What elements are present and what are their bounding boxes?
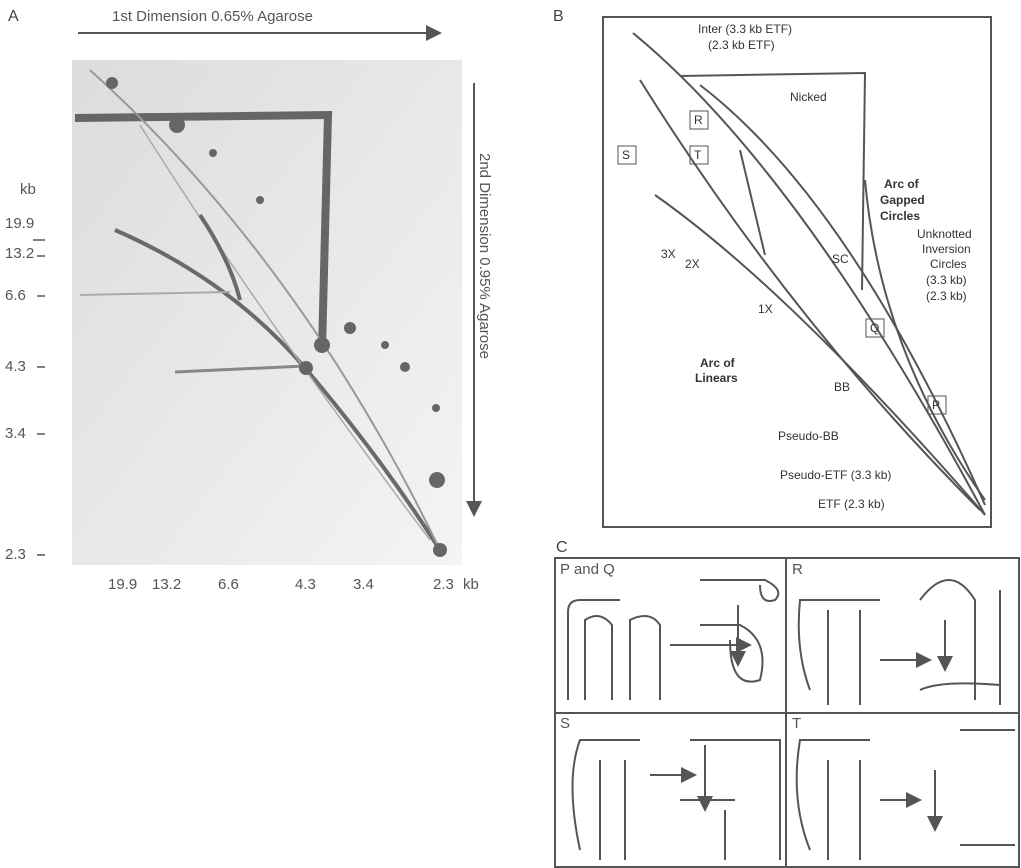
annotation: Pseudo-BB (778, 429, 839, 443)
subpanel-label: T (792, 715, 801, 732)
annotation: T (694, 148, 702, 162)
annotation: SC (832, 252, 849, 266)
annotation: P (932, 398, 940, 412)
annotation: Inversion (922, 242, 971, 256)
annotation: Circles (930, 257, 967, 271)
gel-image (72, 60, 462, 565)
annotation: 3X (661, 247, 676, 261)
annotation: (3.3 kb) (926, 273, 967, 287)
annotation: Circles (880, 209, 920, 223)
y-label: 19.9 (5, 215, 34, 232)
annotation: Q (870, 321, 879, 335)
x-label: 6.6 (218, 576, 239, 593)
annotation: Linears (695, 371, 738, 385)
y-unit: kb (20, 181, 36, 198)
schematic-arcs (632, 32, 986, 516)
subpanel-label: S (560, 715, 570, 732)
subpanel-label: R (792, 561, 803, 578)
annotation: Nicked (790, 90, 827, 104)
panel-label: A (8, 8, 19, 25)
panel-label: C (556, 539, 568, 556)
annotation: ETF (2.3 kb) (818, 497, 885, 511)
schematic-labels: Inter (3.3 kb ETF) (2.3 kb ETF) Nicked R… (617, 22, 972, 511)
y-label: 2.3 (5, 546, 26, 563)
annotation: Arc of (700, 356, 736, 370)
y-label: 13.2 (5, 245, 34, 262)
annotation: (2.3 kb) (926, 289, 967, 303)
annotation: Inter (3.3 kb ETF) (698, 22, 792, 36)
gel-spots (106, 77, 447, 557)
y-label: 6.6 (5, 287, 26, 304)
y-label: 3.4 (5, 425, 26, 442)
x-unit: kb (463, 576, 479, 593)
x-label: 13.2 (152, 576, 181, 593)
annotation: 2X (685, 257, 700, 271)
annotation: Pseudo-ETF (3.3 kb) (780, 468, 891, 482)
annotation: R (694, 113, 703, 127)
x-labels: 19.9 13.2 6.6 4.3 3.4 2.3 kb (108, 576, 479, 593)
y-ticks (33, 239, 45, 556)
annotation: (2.3 kb ETF) (708, 38, 775, 52)
x-label: 3.4 (353, 576, 374, 593)
annotation: Arc of (884, 177, 920, 191)
x-label: 19.9 (108, 576, 137, 593)
annotation: S (622, 148, 630, 162)
annotation: Gapped (880, 193, 925, 207)
subpanel-label: P and Q (560, 561, 615, 578)
x-axis-title: 1st Dimension 0.65% Agarose (112, 8, 313, 25)
x-label: 2.3 (433, 576, 454, 593)
y-axis-title: 2nd Dimension 0.95% Agarose (476, 153, 493, 359)
y-label: 4.3 (5, 358, 26, 375)
panel-label: B (553, 8, 564, 25)
y-labels: 19.9 13.2 6.6 4.3 3.4 2.3 (5, 215, 34, 563)
annotation: BB (834, 380, 850, 394)
panel-frame (602, 16, 992, 528)
annotation: Unknotted (917, 227, 972, 241)
annotation: 1X (758, 302, 773, 316)
x-label: 4.3 (295, 576, 316, 593)
diagrams (567, 579, 1015, 860)
